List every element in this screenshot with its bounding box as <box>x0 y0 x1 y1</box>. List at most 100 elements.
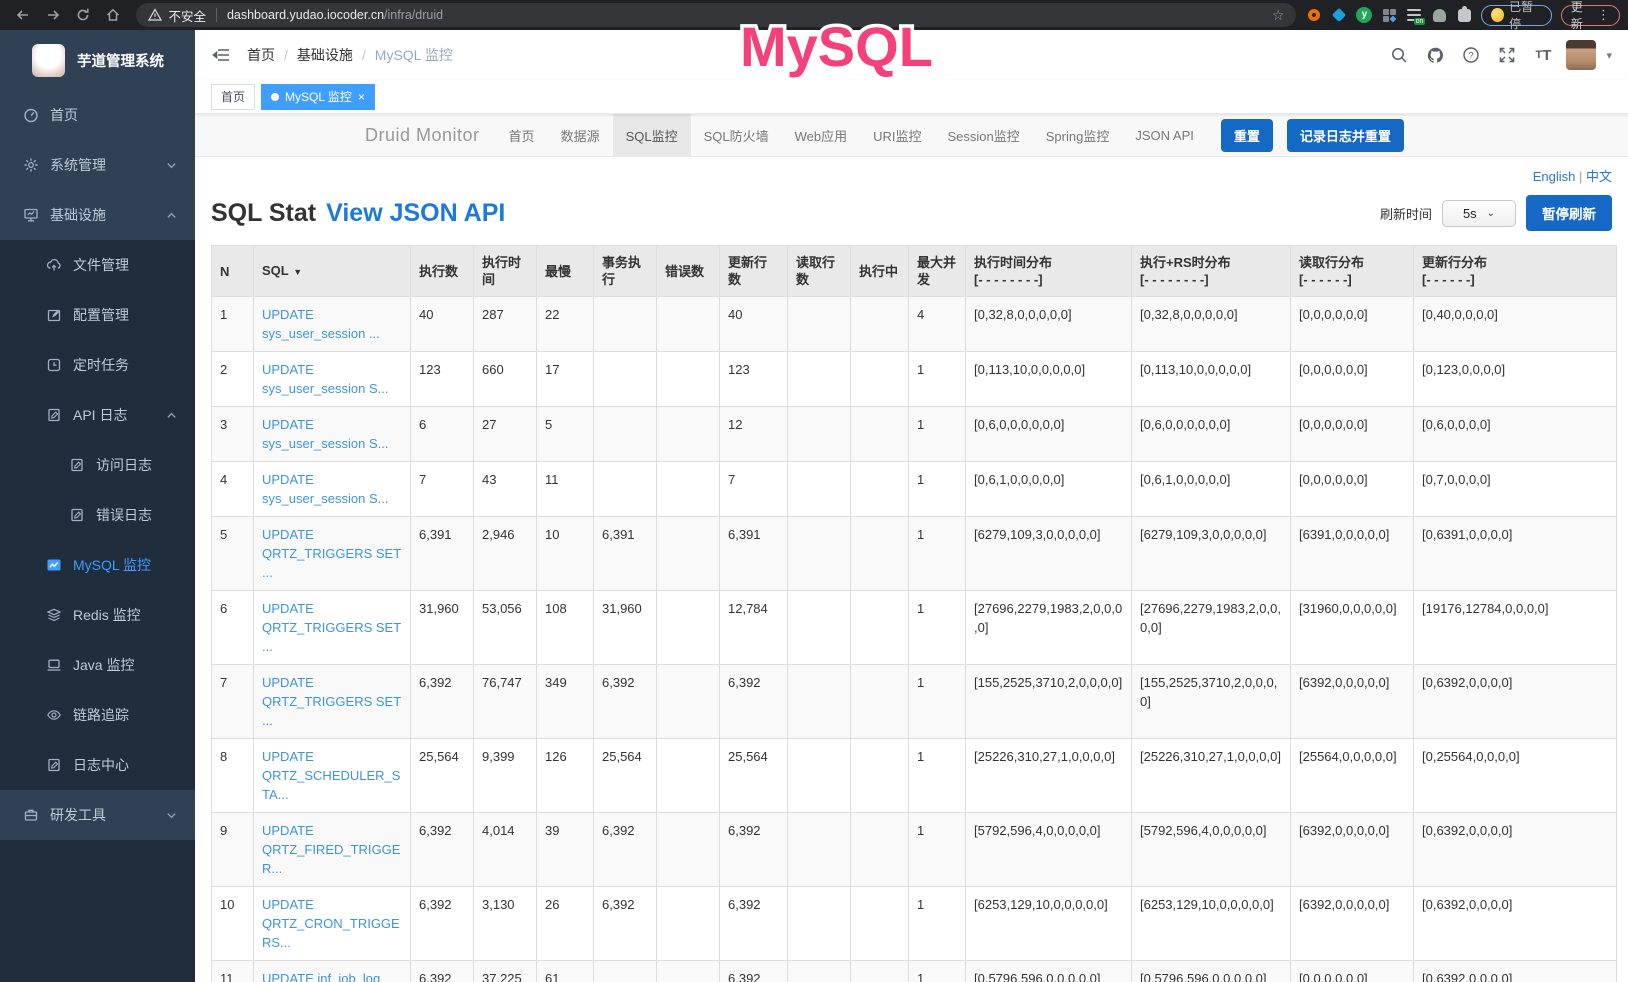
sidebar-item-system[interactable]: 系统管理 <box>0 140 195 190</box>
chrome-update-button[interactable]: 更新 ⋮ <box>1560 0 1621 31</box>
sql-link[interactable]: UPDATE QRTZ_TRIGGERS SET ... <box>262 675 401 728</box>
sidebar-item-log-center[interactable]: 日志中心 <box>0 740 195 790</box>
view-json-api-link[interactable]: View JSON API <box>326 198 506 227</box>
column-header[interactable]: 最大并发 <box>908 245 966 297</box>
user-avatar[interactable] <box>1566 40 1597 70</box>
column-header[interactable]: 读取行分布 [- - - - - -] <box>1290 245 1414 297</box>
sql-link[interactable]: UPDATE sys_user_session ... <box>262 307 380 341</box>
druid-nav-JSON API[interactable]: JSON API <box>1135 127 1194 143</box>
column-header[interactable]: 更新行数 <box>719 245 788 297</box>
column-header[interactable]: 执行+RS时分布 [- - - - - - - -] <box>1131 245 1291 297</box>
sql-link[interactable]: UPDATE sys_user_session S... <box>262 417 389 451</box>
sidebar-item-infra[interactable]: 基础设施 <box>0 190 195 240</box>
column-header[interactable]: 执行时间分布 [- - - - - - - -] <box>965 245 1132 297</box>
menu-dots-icon[interactable]: ⋮ <box>1597 7 1611 22</box>
druid-nav-SQL监控[interactable]: SQL监控 <box>612 113 691 157</box>
sql-link[interactable]: UPDATE QRTZ_TRIGGERS SET ... <box>262 527 401 580</box>
extension-icon[interactable] <box>1431 7 1447 23</box>
sql-link[interactable]: UPDATE inf_job_log SET e... <box>262 971 381 982</box>
reload-icon[interactable] <box>73 4 93 26</box>
back-icon[interactable] <box>13 4 33 26</box>
help-icon[interactable]: ? <box>1458 42 1484 68</box>
column-header[interactable]: 更新行分布 [- - - - - -] <box>1413 245 1617 297</box>
druid-nav-数据源[interactable]: 数据源 <box>560 128 600 144</box>
extension-icon[interactable] <box>1331 7 1347 23</box>
row-index-cell: 2 <box>211 351 254 407</box>
column-header[interactable]: 执行中 <box>850 245 909 297</box>
tag-home[interactable]: 首页 <box>211 83 256 110</box>
sidebar-item-label: 日志中心 <box>73 757 129 773</box>
sql-link[interactable]: UPDATE QRTZ_TRIGGERS SET ... <box>262 601 401 654</box>
column-header[interactable]: 错误数 <box>656 245 720 297</box>
caret-down-icon[interactable]: ▾ <box>1606 49 1612 62</box>
stat-cell: [0,6392,0,0,0,0] <box>1413 960 1617 982</box>
column-header[interactable]: 执行时间 <box>473 245 537 297</box>
extension-icon[interactable]: on <box>1406 7 1426 25</box>
druid-nav-首页[interactable]: 首页 <box>508 128 535 144</box>
security-label[interactable]: 不安全 <box>168 9 206 24</box>
extension-icon[interactable] <box>1306 7 1322 23</box>
sidebar-item-job[interactable]: 定时任务 <box>0 340 195 390</box>
column-header[interactable]: 读取行数 <box>787 245 851 297</box>
lang-chinese-link[interactable]: 中文 <box>1585 169 1612 184</box>
sidebar-item-access-log[interactable]: 访问日志 <box>0 440 195 490</box>
column-header[interactable]: 事务执行 <box>593 245 657 297</box>
sidebar-item-mysql[interactable]: MySQL 监控 <box>0 540 195 590</box>
address-bar[interactable]: 不安全 dashboard.yudao.iocoder.cn/infra/dru… <box>136 3 1297 27</box>
column-header[interactable]: 最慢 <box>536 245 594 297</box>
druid-nav-URI监控[interactable]: URI监控 <box>873 128 922 144</box>
home-icon[interactable] <box>103 4 123 26</box>
druid-nav-Web应用[interactable]: Web应用 <box>794 128 848 144</box>
sidebar-item-api-log[interactable]: API 日志 <box>0 390 195 440</box>
sidebar-item-file[interactable]: 文件管理 <box>0 240 195 290</box>
app-logo-row[interactable]: 芋道管理系统 <box>0 30 195 90</box>
profile-paused-badge[interactable]: 已暂停 <box>1481 0 1552 31</box>
breadcrumb-infra[interactable]: 基础设施 <box>296 47 353 63</box>
forward-icon[interactable] <box>43 4 63 26</box>
sidebar-item-redis[interactable]: Redis 监控 <box>0 590 195 640</box>
sidebar-item-config[interactable]: 配置管理 <box>0 290 195 340</box>
refresh-interval-select[interactable]: 5s ⌄ <box>1442 199 1516 227</box>
sidebar-item-label: 链路追踪 <box>73 707 129 723</box>
extension-icon[interactable]: y <box>1356 7 1373 23</box>
pause-refresh-button[interactable]: 暂停刷新 <box>1526 195 1612 231</box>
sidebar-item-dev-tools[interactable]: 研发工具 <box>0 790 195 840</box>
log-and-reset-button[interactable]: 记录日志并重置 <box>1286 118 1404 152</box>
extensions-puzzle-icon[interactable] <box>1456 5 1472 23</box>
sort-desc-icon: ▼ <box>290 266 303 277</box>
close-icon[interactable]: × <box>357 89 365 104</box>
lang-english-link[interactable]: English <box>1532 169 1576 184</box>
fullscreen-icon[interactable] <box>1494 42 1520 68</box>
sidebar-item-trace[interactable]: 链路追踪 <box>0 690 195 740</box>
druid-nav-SQL防火墙[interactable]: SQL防火墙 <box>703 128 769 144</box>
bookmark-star-icon[interactable]: ☆ <box>1271 6 1285 23</box>
stat-cell <box>656 516 720 591</box>
column-header[interactable]: SQL ▼ <box>253 245 411 297</box>
stat-cell <box>850 406 909 462</box>
sql-link[interactable]: UPDATE QRTZ_FIRED_TRIGGER... <box>262 823 401 876</box>
column-header-label: 读取行数 <box>796 255 836 287</box>
druid-nav-Spring监控[interactable]: Spring监控 <box>1045 128 1110 144</box>
search-icon[interactable] <box>1386 42 1412 68</box>
sql-link[interactable]: UPDATE sys_user_session S... <box>262 472 389 506</box>
sql-link[interactable]: UPDATE sys_user_session S... <box>262 362 389 396</box>
sidebar-item-error-log[interactable]: 错误日志 <box>0 490 195 540</box>
sidebar-item-java[interactable]: Java 监控 <box>0 640 195 690</box>
sql-link[interactable]: UPDATE QRTZ_SCHEDULER_STA... <box>262 749 401 802</box>
druid-nav: 首页 数据源 SQL监控 SQL防火墙 Web应用 URI监控 Session监控 Sprin… <box>496 113 1207 157</box>
reset-button[interactable]: 重置 <box>1220 118 1273 152</box>
stat-cell <box>593 960 657 982</box>
sidebar-item-home[interactable]: 首页 <box>0 90 195 140</box>
column-header[interactable]: 执行数 <box>410 245 474 297</box>
extension-icon[interactable] <box>1381 7 1397 23</box>
github-icon[interactable] <box>1422 42 1448 68</box>
tag-mysql-monitor[interactable]: MySQL 监控 × <box>261 83 375 110</box>
sidebar-item-label: 访问日志 <box>96 457 152 473</box>
stat-cell: 31,960 <box>593 590 657 665</box>
breadcrumb-home[interactable]: 首页 <box>247 47 275 63</box>
hamburger-icon[interactable] <box>211 44 233 66</box>
column-header[interactable]: N <box>211 245 254 297</box>
sql-link[interactable]: UPDATE QRTZ_CRON_TRIGGERS... <box>262 897 400 950</box>
druid-nav-Session监控[interactable]: Session监控 <box>947 128 1020 144</box>
